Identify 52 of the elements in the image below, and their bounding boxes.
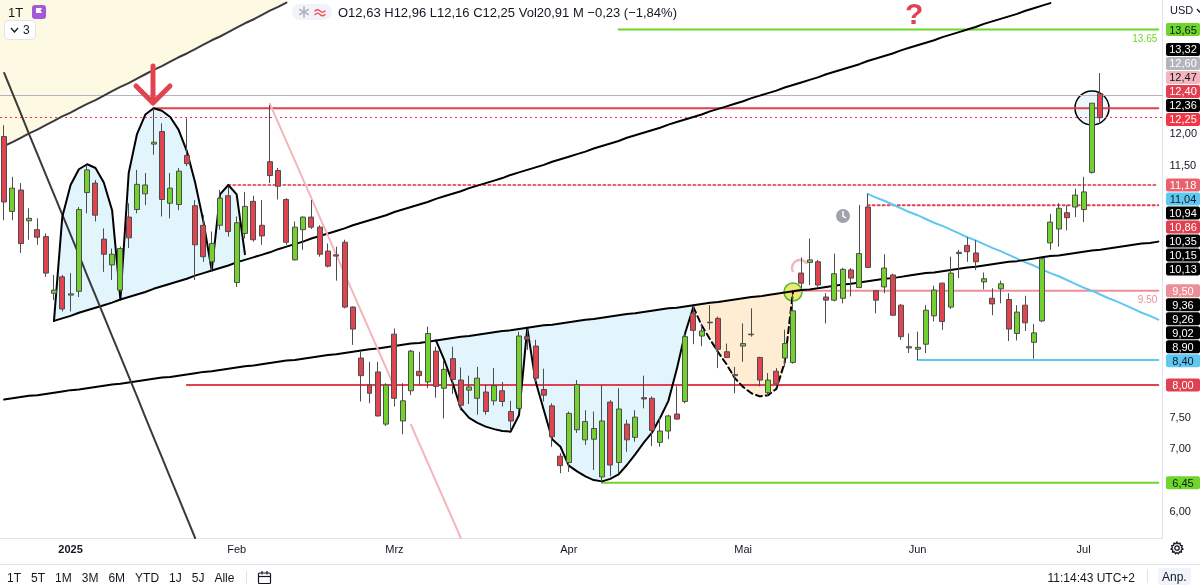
text: 8,40 [1172,354,1194,367]
text: 11,04 [1169,193,1197,205]
ref-line-label: 12,25 [1169,113,1197,126]
annotation: 3 [23,23,30,37]
y-tick-label: 11,50 [1169,158,1197,171]
annotation: ? [905,0,924,32]
text: USD [1170,4,1194,16]
x-tick-label: Feb [227,542,247,555]
x-tick-label: 2025 [58,542,83,555]
x-tick-label: Mrz [385,542,404,555]
x-tick-label: Jun [908,542,927,555]
text: 10,86 [1169,221,1197,233]
text: 10,13 [1169,263,1197,275]
text: Anp. [1158,568,1191,585]
text: 10,35 [1169,235,1197,247]
y-tick-label: 6,00 [1169,504,1191,517]
y-tick-label: 7,00 [1169,442,1191,455]
text: 13,65 [1169,23,1197,36]
text: 11:14:43 UTC+2 [1047,570,1135,585]
text: 9,50 [1172,284,1194,297]
ref-line-label: 12,60 [1169,57,1197,70]
text: 8,90 [1172,340,1194,353]
series-label: 13.65 [1132,33,1158,45]
text: 10,15 [1169,249,1197,261]
text: 10,94 [1169,207,1197,219]
text: Alle [214,570,235,585]
text: 12,36 [1169,99,1197,112]
x-tick-label: Apr [560,542,578,555]
text: 9,02 [1172,326,1194,339]
text: YTD [135,570,160,585]
text: 6M [108,570,126,585]
series-label: 9.50 [1137,294,1158,306]
text: 3M [81,570,99,585]
y-tick-label: 12,00 [1169,127,1197,140]
text: 1M [55,570,72,585]
chart-subtitle: O12,63 H12,96 L12,16 C12,25 Vol20,91 M −0,23 (−1,84%) [338,3,677,21]
text: 12,40 [1169,85,1197,98]
text: 9,26 [1172,312,1194,325]
text: 5T [31,570,46,585]
text: 13,32 [1169,43,1197,56]
text: 6,45 [1172,476,1194,489]
text: 5J [191,570,205,585]
x-tick-label: Jul [1076,542,1091,555]
text: 8,00 [1172,379,1194,392]
text: 11,18 [1169,179,1197,191]
text: 12,47 [1169,71,1197,84]
chart-title: 1T [8,3,24,21]
text: 1T [7,570,22,585]
y-tick-label: 7,50 [1169,410,1191,423]
x-tick-label: Mai [734,542,753,555]
text: 1J [169,570,182,585]
text: 9,36 [1172,298,1194,311]
